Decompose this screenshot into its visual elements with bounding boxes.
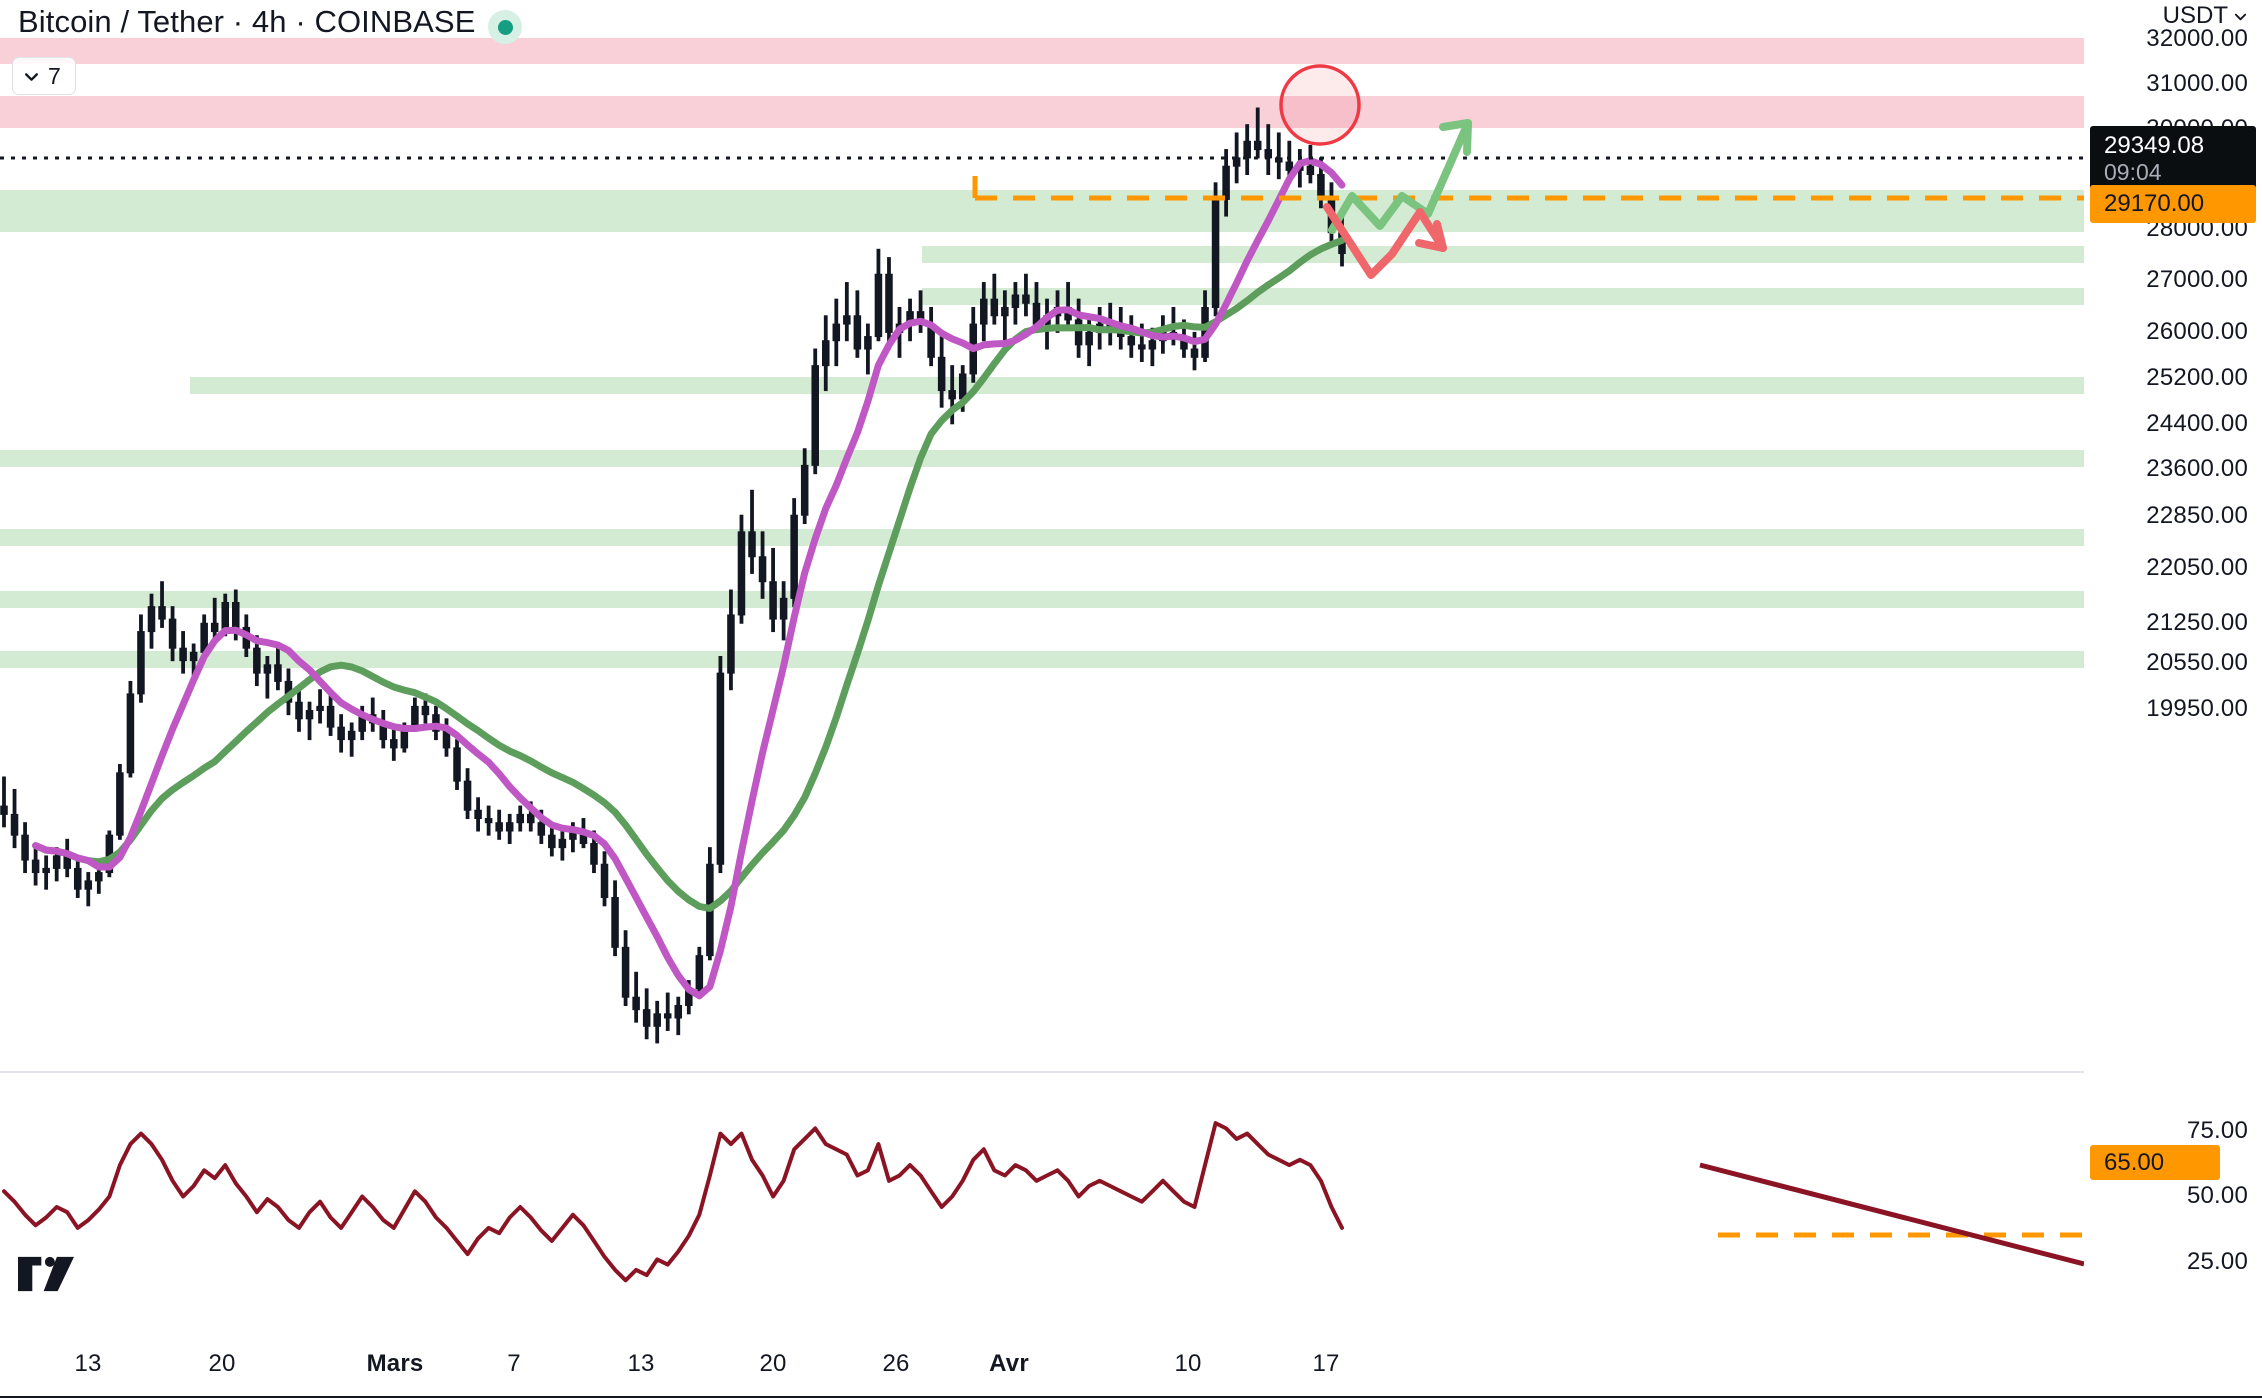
time-axis[interactable]: 13 20 Mars 7 13 20 26 Avr 10 17 xyxy=(0,1300,2262,1398)
pane-separator[interactable] xyxy=(0,1071,2084,1073)
chevron-down-icon[interactable] xyxy=(2233,9,2248,24)
resistance-bands xyxy=(0,38,2084,128)
price-axis-tick: 26000.00 xyxy=(2146,318,2248,345)
price-axis-tick: 32000.00 xyxy=(2146,25,2248,52)
price-axis-tick: 21250.00 xyxy=(2146,609,2248,636)
time-axis-tick: 26 xyxy=(882,1350,910,1377)
indicator-legend-badge[interactable]: 7 xyxy=(12,57,76,95)
price-axis-tick: 20550.00 xyxy=(2146,649,2248,676)
price-axis-tick: 25200.00 xyxy=(2146,364,2248,391)
price-axis-tick: 22850.00 xyxy=(2146,502,2248,529)
time-axis-tick: 7 xyxy=(507,1350,521,1377)
rsi-axis-tick: 50.00 xyxy=(2186,1182,2248,1209)
rsi-descending-trendline[interactable] xyxy=(1699,1162,2084,1267)
price-axis-tick: 27000.00 xyxy=(2146,266,2248,293)
last-price-badge[interactable]: 29349.08 09:04 xyxy=(2090,126,2256,193)
time-axis-tick: 13 xyxy=(627,1350,655,1377)
indicator-legend-value: 7 xyxy=(48,62,61,89)
alert-price-badge[interactable]: 29170.00 xyxy=(2090,185,2256,223)
chevron-down-icon[interactable] xyxy=(23,68,40,85)
price-axis[interactable]: USDT 32000.0031000.0030000.0028000.00270… xyxy=(2084,0,2262,1300)
last-price-value: 29349.08 xyxy=(2104,132,2205,159)
price-axis-tick: 19950.00 xyxy=(2146,695,2248,722)
rsi-axis-tick: 25.00 xyxy=(2186,1248,2248,1275)
time-axis-tick: 20 xyxy=(208,1350,236,1377)
rsi-level-value: 65.00 xyxy=(2104,1148,2165,1176)
rejection-zone-circle[interactable] xyxy=(1279,64,1361,146)
time-axis-tick: 20 xyxy=(759,1350,787,1377)
price-axis-tick: 31000.00 xyxy=(2146,70,2248,97)
time-axis-tick: 13 xyxy=(74,1350,102,1377)
price-axis-tick: 23600.00 xyxy=(2146,455,2248,482)
rsi-indicator-pane[interactable] xyxy=(0,1074,2084,1300)
currency-selector[interactable]: USDT xyxy=(2163,2,2248,30)
bearish-projection-arrow[interactable] xyxy=(1323,203,1447,279)
tradingview-logo[interactable] xyxy=(18,1256,74,1292)
time-axis-tick: Avr xyxy=(989,1350,1029,1377)
rsi-axis-tick: 75.00 xyxy=(2186,1117,2248,1144)
time-axis-bottom-border xyxy=(0,1396,2262,1398)
alert-price-value: 29170.00 xyxy=(2104,190,2205,217)
ma-fast-line xyxy=(32,157,1346,1000)
time-axis-tick: 10 xyxy=(1174,1350,1202,1377)
time-axis-tick: Mars xyxy=(366,1350,424,1377)
ma-slow-line xyxy=(32,236,1346,912)
price-chart-svg xyxy=(0,38,2084,1044)
currency-label: USDT xyxy=(2162,2,2228,29)
last-price-time: 09:04 xyxy=(2104,158,2162,185)
price-axis-tick: 22050.00 xyxy=(2146,554,2248,581)
price-chart-pane[interactable] xyxy=(0,0,2084,1072)
price-axis-tick: 24400.00 xyxy=(2146,410,2248,437)
time-axis-tick: 17 xyxy=(1312,1350,1340,1377)
rsi-chart-svg xyxy=(2,1121,2084,1283)
bullish-projection-arrow[interactable] xyxy=(1328,119,1472,234)
rsi-line xyxy=(2,1121,1344,1283)
support-bands xyxy=(0,190,2084,668)
rsi-level-badge[interactable]: 65.00 xyxy=(2090,1145,2220,1180)
